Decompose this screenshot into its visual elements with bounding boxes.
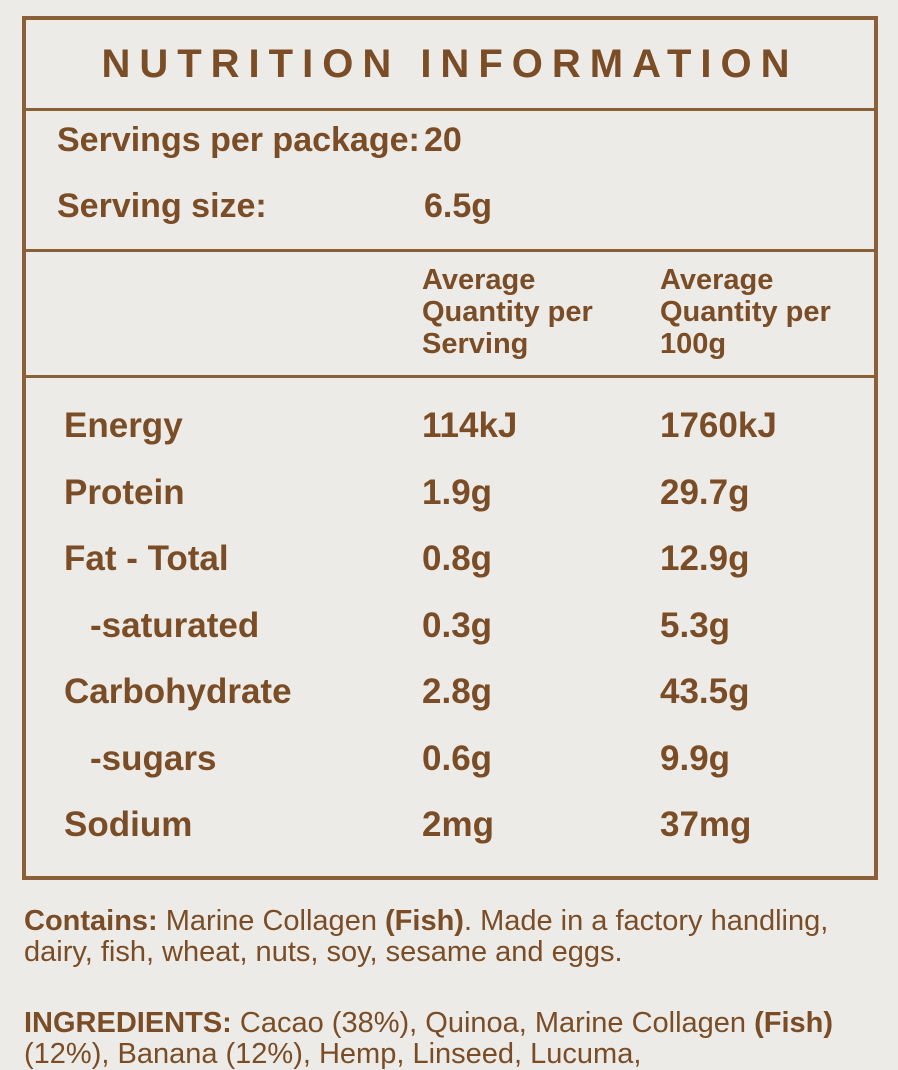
nutrient-table: Energy 114kJ 1760kJ Protein 1.9g 29.7g F… [26, 378, 874, 873]
nutrient-label: Energy [64, 406, 183, 445]
nutrient-label: Carbohydrate [64, 672, 292, 711]
contains-statement: Contains: Marine Collagen (Fish). Made i… [24, 906, 884, 968]
contains-text-2: . Made in a factory handling, dairy, fis… [24, 905, 829, 968]
ingredients-text-1: Cacao (38%), Quinoa, Marine Collagen [231, 1007, 755, 1039]
contains-allergen: (Fish) [385, 905, 464, 937]
servings-per-package-label: Servings per package: [57, 121, 420, 159]
nutrient-row-carbohydrate: Carbohydrate 2.8g 43.5g [26, 672, 874, 732]
nutrient-row-sugars: -sugars 0.6g 9.9g [26, 739, 874, 799]
ingredients-text-2: (12%), Banana (12%), Hemp, Linseed, Lucu… [24, 1038, 642, 1070]
nutrient-per-serving: 1.9g [422, 473, 493, 512]
nutrient-row-sodium: Sodium 2mg 37mg [26, 805, 874, 865]
nutrient-per-100g: 5.3g [660, 606, 731, 645]
nutrient-label: Sodium [64, 805, 193, 844]
nutrient-label: Protein [64, 473, 185, 512]
panel-title: NUTRITION INFORMATION [26, 20, 874, 111]
ingredients-statement: INGREDIENTS: Cacao (38%), Quinoa, Marine… [24, 1008, 884, 1070]
nutrition-panel: NUTRITION INFORMATION Servings per packa… [22, 16, 878, 880]
column-headers: Average Quantity per Serving Average Qua… [26, 252, 874, 378]
nutrient-per-serving: 0.8g [422, 539, 493, 578]
nutrient-label: -sugars [90, 739, 217, 778]
nutrient-row-energy: Energy 114kJ 1760kJ [26, 406, 874, 466]
nutrient-row-saturated: -saturated 0.3g 5.3g [26, 606, 874, 666]
contains-text-1: Marine Collagen [157, 905, 386, 937]
column-header-per-100g: Average Quantity per 100g [660, 264, 831, 360]
ingredients-allergen: (Fish) [754, 1007, 834, 1039]
servings-per-package-value: 20 [424, 121, 462, 159]
nutrient-per-100g: 9.9g [660, 739, 731, 778]
nutrient-per-100g: 12.9g [660, 539, 750, 578]
nutrient-per-serving: 2mg [422, 805, 494, 844]
nutrient-per-serving: 2.8g [422, 672, 493, 711]
nutrient-label: Fat - Total [64, 539, 229, 578]
nutrient-per-serving: 0.3g [422, 606, 493, 645]
nutrient-per-serving: 0.6g [422, 739, 493, 778]
serving-size-label: Serving size: [57, 187, 267, 225]
nutrient-row-protein: Protein 1.9g 29.7g [26, 473, 874, 533]
nutrient-per-serving: 114kJ [422, 406, 518, 445]
column-header-per-serving: Average Quantity per Serving [422, 264, 593, 360]
nutrient-per-100g: 37mg [660, 805, 752, 844]
serving-size-value: 6.5g [424, 187, 493, 225]
ingredients-label: INGREDIENTS: [24, 1007, 232, 1039]
contains-label: Contains: [24, 905, 158, 937]
serving-info: Servings per package: 20 Serving size: 6… [26, 111, 874, 252]
nutrient-label: -saturated [90, 606, 260, 645]
nutrient-per-100g: 1760kJ [660, 406, 777, 445]
nutrient-per-100g: 43.5g [660, 672, 750, 711]
nutrient-per-100g: 29.7g [660, 473, 750, 512]
nutrient-row-fat-total: Fat - Total 0.8g 12.9g [26, 539, 874, 599]
